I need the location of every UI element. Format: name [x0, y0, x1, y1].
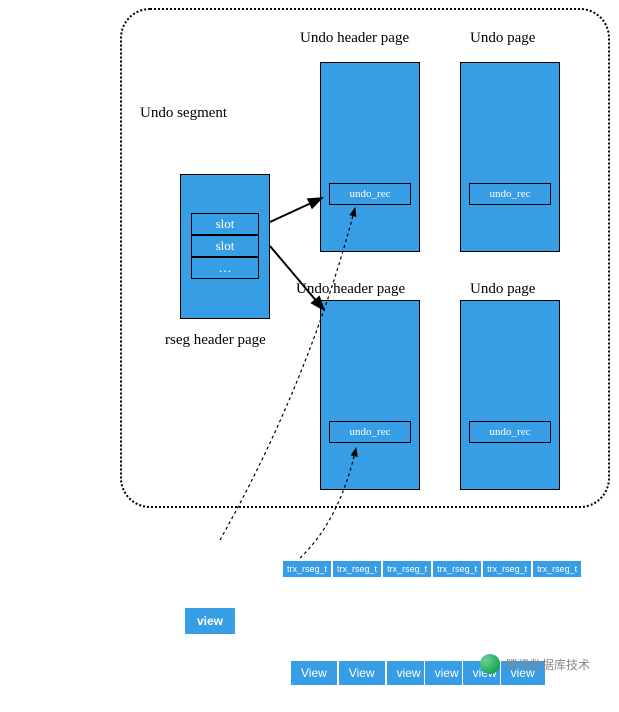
label-undo-page-top: Undo page: [470, 30, 535, 47]
single-view: view: [185, 608, 235, 634]
trx-cell: trx_rseg_t: [332, 560, 382, 578]
undo-rec-mid-page: undo_rec: [469, 421, 551, 443]
label-rseg-header: rseg header page: [165, 332, 266, 349]
undo-header-page-mid: undo_rec: [320, 300, 420, 490]
slot-1: slot: [191, 213, 259, 235]
watermark: 腾讯数据库技术: [480, 654, 590, 674]
undo-header-page-top: undo_rec: [320, 62, 420, 252]
label-undo-segment: Undo segment: [140, 105, 227, 122]
undo-page-mid: undo_rec: [460, 300, 560, 490]
trx-cell: trx_rseg_t: [482, 560, 532, 578]
watermark-text: 腾讯数据库技术: [506, 656, 590, 673]
label-undo-page-mid: Undo page: [470, 281, 535, 298]
trx-cell: trx_rseg_t: [282, 560, 332, 578]
trx-rseg-row: trx_rseg_t trx_rseg_t trx_rseg_t trx_rse…: [282, 560, 582, 578]
trx-cell: trx_rseg_t: [382, 560, 432, 578]
undo-page-top: undo_rec: [460, 62, 560, 252]
rseg-header-block: slot slot …: [180, 174, 270, 319]
view-cell: View: [338, 660, 386, 686]
view-cell: View: [290, 660, 338, 686]
wechat-icon: [480, 654, 500, 674]
undo-rec-top-header: undo_rec: [329, 183, 411, 205]
slot-2: slot: [191, 235, 259, 257]
label-undo-header-top: Undo header page: [300, 30, 409, 47]
trx-cell: trx_rseg_t: [532, 560, 582, 578]
undo-rec-mid-header: undo_rec: [329, 421, 411, 443]
label-undo-header-mid: Undo header page: [296, 281, 405, 298]
slot-more: …: [191, 257, 259, 279]
trx-cell: trx_rseg_t: [432, 560, 482, 578]
undo-rec-top-page: undo_rec: [469, 183, 551, 205]
